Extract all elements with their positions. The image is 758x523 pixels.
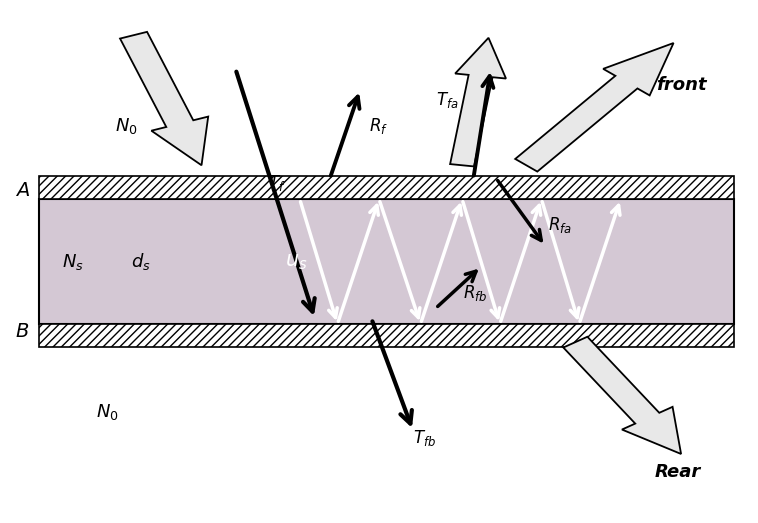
Text: $R_{fb}$: $R_{fb}$ [463, 283, 488, 303]
Bar [39, 324, 734, 347]
Text: $d_s$: $d_s$ [131, 251, 151, 272]
Text: $B$: $B$ [15, 322, 30, 341]
Polygon shape [563, 337, 681, 454]
Text: front: front [656, 76, 706, 94]
Polygon shape [120, 32, 208, 165]
Text: $T_{fa}$: $T_{fa}$ [436, 90, 459, 110]
Text: $R_f$: $R_f$ [369, 116, 389, 137]
Polygon shape [515, 43, 674, 172]
Bar [39, 199, 734, 324]
Text: $N_0$: $N_0$ [96, 402, 118, 423]
Text: $A$: $A$ [15, 181, 30, 200]
Text: $N_0$: $N_0$ [114, 116, 137, 137]
Text: $u_s$: $u_s$ [285, 252, 307, 271]
Text: $T_f$: $T_f$ [268, 174, 286, 194]
Bar [39, 176, 734, 199]
Text: $N_s$: $N_s$ [62, 252, 84, 271]
Text: Rear: Rear [654, 463, 700, 481]
Polygon shape [450, 38, 506, 166]
Text: $T_{fb}$: $T_{fb}$ [413, 428, 436, 448]
Text: $R_{fa}$: $R_{fa}$ [548, 215, 572, 235]
